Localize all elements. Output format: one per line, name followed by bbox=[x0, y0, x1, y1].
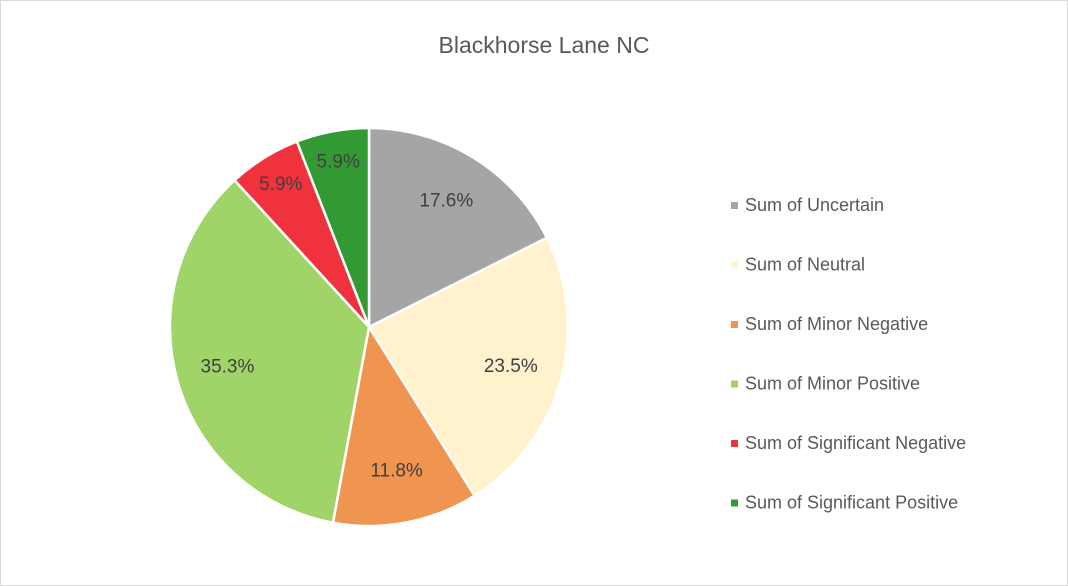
pie-slice bbox=[168, 178, 371, 525]
pie-slice bbox=[367, 126, 549, 330]
legend-marker bbox=[731, 499, 738, 507]
legend-marker bbox=[731, 440, 738, 447]
pie-slice bbox=[331, 323, 477, 528]
legend-label: Sum of Minor Negative bbox=[745, 314, 928, 334]
legend-marker bbox=[731, 380, 738, 388]
data-label: 23.5% bbox=[484, 356, 538, 377]
data-label: 35.3% bbox=[201, 357, 255, 378]
pie-slice bbox=[295, 126, 371, 328]
legend-label: Sum of Significant Negative bbox=[745, 433, 966, 453]
data-label: 5.9% bbox=[259, 174, 302, 195]
legend-label: Sum of Significant Positive bbox=[745, 492, 958, 512]
legend-marker bbox=[731, 202, 738, 209]
data-label: 5.9% bbox=[317, 152, 360, 173]
legend-label: Sum of Uncertain bbox=[745, 195, 884, 215]
legend-label: Sum of Minor Positive bbox=[745, 373, 920, 393]
chart-title: Blackhorse Lane NC bbox=[439, 32, 650, 58]
legend-marker bbox=[731, 321, 738, 328]
legend-label: Sum of Neutral bbox=[745, 254, 865, 274]
legend-marker bbox=[731, 261, 738, 269]
pie-slice bbox=[367, 236, 570, 498]
data-label: 17.6% bbox=[419, 191, 473, 212]
data-label: 11.8% bbox=[370, 461, 423, 482]
